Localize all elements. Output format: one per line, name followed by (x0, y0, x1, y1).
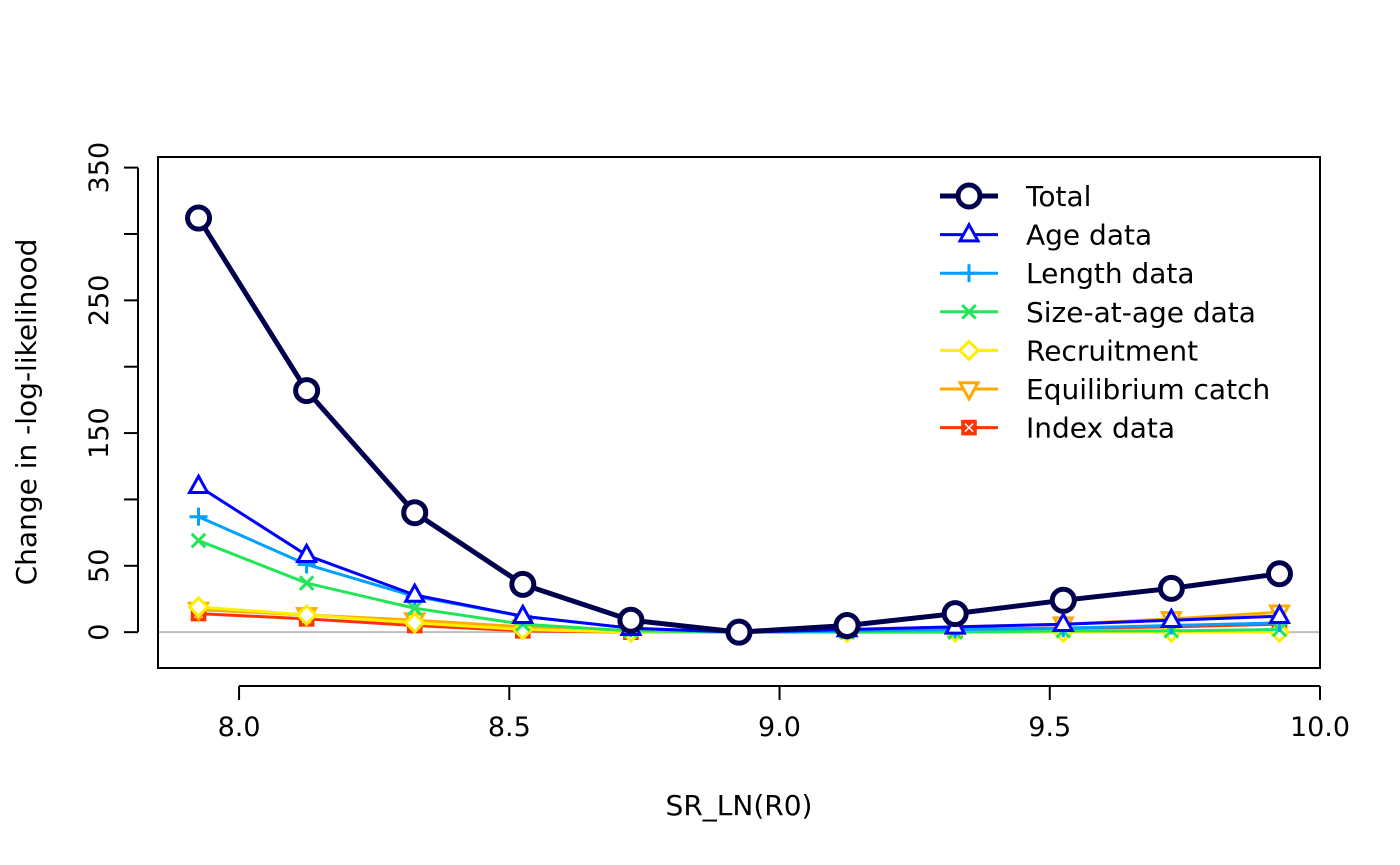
data-point (190, 532, 207, 549)
data-point (298, 575, 315, 591)
legend-item: Size-at-age data (940, 296, 1256, 329)
x-axis-title: SR_LN(R0) (666, 789, 813, 822)
data-point (961, 303, 977, 320)
y-tick-label: 350 (84, 142, 115, 194)
data-point (509, 570, 537, 598)
series-total (185, 204, 1293, 646)
x-tick-label: 8.0 (218, 712, 261, 743)
x-tick-label: 8.5 (488, 712, 531, 743)
y-tick-label: 150 (84, 407, 115, 459)
data-point (403, 611, 426, 634)
data-point (293, 377, 321, 405)
y-axis-title: Change in -log-likelihood (10, 239, 43, 586)
legend-item: Total (940, 180, 1091, 213)
data-point (403, 582, 427, 603)
data-point (957, 339, 981, 362)
legend-label: Total (1025, 180, 1091, 213)
data-point (617, 606, 645, 634)
data-point (187, 595, 210, 619)
data-point (725, 618, 753, 646)
y-tick-label: 250 (84, 275, 115, 327)
data-point (406, 600, 423, 617)
legend-label: Equilibrium catch (1026, 373, 1270, 406)
data-point (185, 204, 213, 232)
data-point (186, 473, 211, 494)
series-line (197, 484, 1280, 634)
x-tick-label: 10.0 (1290, 712, 1350, 743)
legend-label: Size-at-age data (1026, 296, 1256, 329)
legend-item: Equilibrium catch (940, 373, 1270, 406)
legend-label: Age data (1026, 219, 1152, 252)
legend-label: Index data (1026, 412, 1175, 445)
legend-item: Recruitment (940, 334, 1198, 367)
data-point (961, 419, 977, 436)
data-point (1049, 586, 1077, 614)
legend-label: Recruitment (1026, 334, 1198, 367)
data-point (957, 221, 981, 243)
x-tick-label: 9.5 (1028, 712, 1071, 743)
legend-item: Length data (940, 257, 1195, 290)
series-age-data (186, 473, 1292, 640)
data-point (511, 603, 535, 625)
series-layer (185, 204, 1293, 646)
y-tick-label: 50 (84, 549, 115, 583)
data-point (401, 499, 429, 527)
data-point (1159, 607, 1183, 629)
data-point (957, 381, 981, 402)
y-tick-label: 0 (84, 624, 115, 641)
data-point (960, 264, 978, 283)
data-point (1267, 603, 1292, 625)
legend: Total Age data Length data Size-at-age data… (940, 180, 1270, 445)
legend-label: Length data (1026, 257, 1195, 290)
data-point (189, 507, 208, 526)
x-axis: 8.0 8.5 9.0 9.5 10.0 (218, 685, 1350, 743)
legend-item: Index data (940, 412, 1175, 445)
y-axis: 0 50 150 250 350 (84, 142, 139, 641)
data-point (1265, 560, 1293, 588)
data-point (1157, 574, 1185, 602)
legend-item: Age data (940, 219, 1152, 252)
data-point (955, 182, 983, 210)
data-point (295, 542, 319, 563)
data-point (295, 603, 318, 627)
data-point (833, 612, 861, 640)
x-tick-label: 9.0 (758, 712, 801, 743)
plot-frame (157, 156, 1321, 669)
data-point (1051, 611, 1075, 632)
data-point (941, 600, 969, 628)
